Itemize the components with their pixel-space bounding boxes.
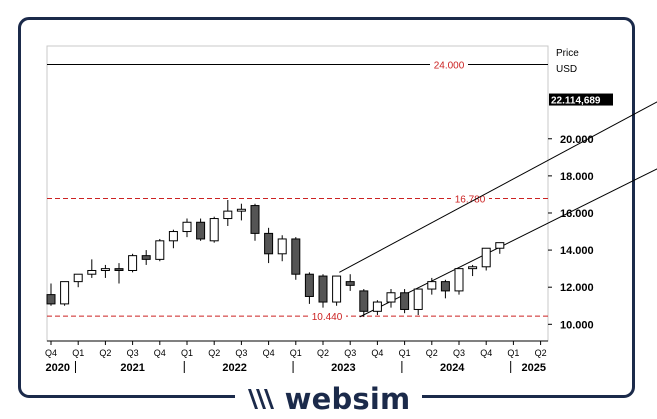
candle-body: [264, 232, 274, 255]
level-label-bg-2: [451, 192, 489, 204]
candle-body: [60, 281, 70, 305]
candle-body: [481, 247, 491, 268]
candle-body: [318, 275, 328, 303]
x-tick-label: Q1: [181, 348, 193, 358]
candle-body: [413, 288, 423, 310]
candle-body: [468, 266, 478, 270]
x-tick-label: Q2: [317, 348, 329, 358]
current-price-label: 22.114,689: [551, 96, 601, 107]
x-tick-label: Q1: [507, 348, 519, 358]
price-tick-label: 16.000: [560, 208, 594, 220]
current-price-marker: [549, 93, 613, 106]
candle-body: [332, 275, 342, 303]
x-tick-label: Q4: [45, 348, 57, 358]
candle-body: [291, 238, 301, 275]
x-tick-label: Q2: [99, 348, 111, 358]
year-label: 2021: [120, 362, 144, 374]
brand-logo: websim: [0, 381, 657, 417]
x-tick-label: Q1: [399, 348, 411, 358]
candle-body: [386, 292, 396, 303]
year-label: 2022: [222, 362, 246, 374]
candle-body: [46, 294, 56, 305]
candle-body: [182, 221, 192, 233]
level-label-3: 10.440: [312, 312, 343, 323]
year-label: 2023: [331, 362, 355, 374]
candle-body: [304, 273, 314, 297]
candle-body: [223, 210, 233, 220]
x-tick-label: Q4: [371, 348, 383, 358]
year-label: 2024: [440, 362, 465, 374]
candle-body: [209, 218, 219, 242]
candle-body: [196, 221, 206, 240]
x-tick-label: Q3: [453, 348, 465, 358]
candle-body: [277, 238, 287, 255]
x-tick-label: Q1: [290, 348, 302, 358]
candle-body: [236, 208, 246, 212]
year-label: 2025: [522, 362, 546, 374]
price-tick-label: 10.000: [560, 319, 594, 331]
price-tick-label: 18.000: [560, 171, 594, 183]
candle-body: [114, 268, 124, 271]
x-tick-label: Q3: [127, 348, 139, 358]
candle-body: [372, 301, 382, 312]
websim-mark-icon: [247, 389, 274, 409]
x-tick-label: Q3: [235, 348, 247, 358]
price-axis-title: Price: [556, 48, 579, 59]
level-label-2: 16.780: [455, 195, 486, 206]
chart-frame: [18, 17, 635, 398]
candle-body: [87, 269, 97, 275]
level-label-1: 24.000: [434, 61, 465, 72]
candle-body: [495, 242, 505, 249]
candle-body: [168, 231, 178, 242]
candle-body: [427, 281, 437, 290]
candle-body: [250, 205, 260, 234]
candle-body: [400, 292, 410, 310]
channel-upper-line: [339, 101, 657, 273]
price-tick-label: 14.000: [560, 245, 594, 257]
x-tick-label: Q2: [426, 348, 438, 358]
x-tick-label: Q4: [154, 348, 166, 358]
candle-body: [155, 240, 165, 260]
candle-body: [359, 290, 369, 312]
level-label-bg-3: [308, 310, 346, 322]
x-tick-label: Q4: [263, 348, 275, 358]
channel-lower-line: [359, 168, 657, 318]
year-label: 2020: [46, 362, 70, 374]
candle-body: [345, 281, 355, 286]
price-axis-unit: USD: [556, 64, 577, 75]
brand-name: websim: [284, 381, 411, 416]
price-tick-label: 12.000: [560, 282, 594, 294]
candle-body: [128, 255, 138, 271]
x-tick-label: Q2: [208, 348, 220, 358]
x-tick-label: Q1: [72, 348, 84, 358]
candle-body: [454, 268, 464, 292]
x-tick-label: Q2: [535, 348, 547, 358]
candle-body: [440, 281, 450, 292]
candle-body: [73, 273, 83, 283]
price-tick-label: 20.000: [560, 134, 594, 146]
level-label-bg-1: [430, 58, 468, 70]
candle-body: [100, 268, 110, 271]
x-tick-label: Q4: [480, 348, 492, 358]
candle-body: [141, 255, 151, 260]
x-tick-label: Q3: [344, 348, 356, 358]
